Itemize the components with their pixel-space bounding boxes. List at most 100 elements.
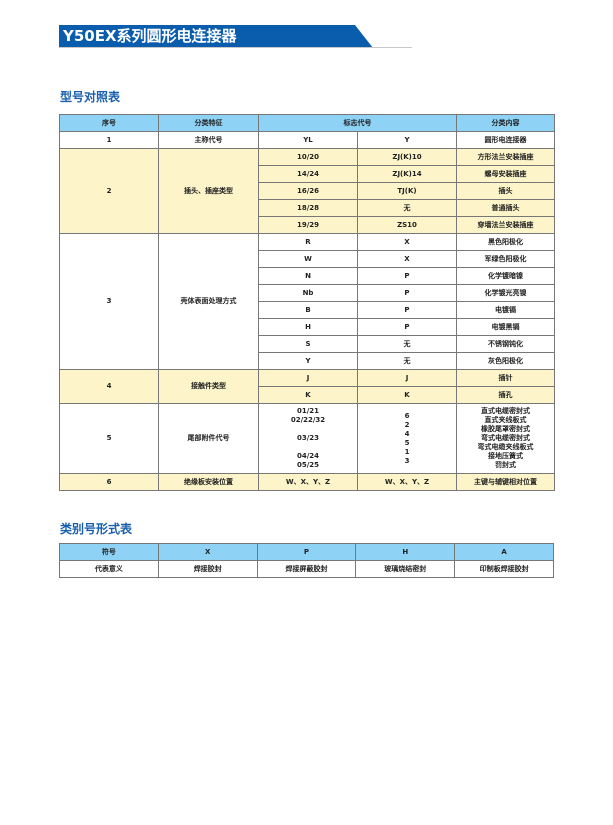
header-cell: P <box>256 543 357 561</box>
group-feature: 主称代号 <box>158 131 259 149</box>
content-cell: 电镀镉 <box>456 301 555 319</box>
table-row: 1 主称代号 YL Y 圆形电连接器 <box>59 131 555 149</box>
code-cell: B <box>258 301 358 319</box>
group-feature: 绝缘板安装位置 <box>158 473 259 491</box>
code-cell: 无 <box>357 352 457 370</box>
table-cell: 代表意义 <box>59 560 159 578</box>
group-number: 6 <box>59 473 159 491</box>
table-row: 3 壳体表面处理方式 R X 黑色阳极化 <box>59 233 555 370</box>
table-row: 6 绝缘板安装位置 W、X、Y、Z W、X、Y、Z 主键与辅键相对位置 <box>59 473 555 491</box>
group-number: 3 <box>59 233 159 370</box>
content-cell: 化学镀光亮镍 <box>456 284 555 302</box>
code-cell: W <box>258 250 358 268</box>
title-banner: Y50EX系列圆形电连接器 <box>59 25 373 48</box>
group-feature: 尾部附件代号 <box>158 403 259 474</box>
content-cell: 穿墙法兰安装插座 <box>456 216 555 234</box>
code-cell: ZJ(K)10 <box>357 148 457 166</box>
code-cell: 01/21 02/22/32 03/23 04/24 05/25 <box>258 403 358 474</box>
code-cell: 16/26 <box>258 182 358 200</box>
group-feature: 插头、插座类型 <box>158 148 259 234</box>
content-cell: 插头 <box>456 182 555 200</box>
content-cell: 螺母安装插座 <box>456 165 555 183</box>
content-cell: 灰色阳极化 <box>456 352 555 370</box>
section-heading-category-table: 类别号形式表 <box>60 522 133 536</box>
code-cell: Nb <box>258 284 358 302</box>
code-cell: 6 2 4 5 1 3 <box>357 403 457 474</box>
code-cell: X <box>357 250 457 268</box>
table-cell: 印制板焊接胶封 <box>454 560 554 578</box>
table-row: Y 无灰色阳极化 <box>60 352 555 370</box>
content-cell: 主键与辅键相对位置 <box>456 473 555 491</box>
code-cell: R <box>258 233 358 251</box>
content-cell: 圆形电连接器 <box>456 131 555 149</box>
code-cell: P <box>357 284 457 302</box>
code-cell: P <box>357 318 457 336</box>
header-cell: A <box>454 543 554 561</box>
content-cell: 不锈钢钝化 <box>456 335 555 353</box>
table-row: 19/29 ZS10 穿墙法兰安装插座 <box>60 216 555 234</box>
section-heading-model-table: 型号对照表 <box>60 90 121 104</box>
header-content: 分类内容 <box>456 114 555 132</box>
code-cell: X <box>357 233 457 251</box>
header-no: 序号 <box>59 114 159 132</box>
content-cell: 军绿色阳极化 <box>456 250 555 268</box>
code-cell: TJ(K) <box>357 182 457 200</box>
code-cell: J <box>258 369 358 387</box>
table-row: 4 接触件类型 J J 插针 <box>59 369 555 404</box>
code-cell: 无 <box>357 335 457 353</box>
header-cell: H <box>355 543 456 561</box>
code-cell: P <box>357 301 457 319</box>
code-cell: S <box>258 335 358 353</box>
content-cell: 普通插头 <box>456 199 555 217</box>
table-row: H P 电镀黑镉 <box>60 318 555 336</box>
code-cell: Y <box>258 352 358 370</box>
code-cell: 19/29 <box>258 216 358 234</box>
table-row: 18/28 无普通插头 <box>60 199 555 217</box>
content-cell: 化学镀暗镍 <box>456 267 555 285</box>
group-number: 4 <box>59 369 159 404</box>
table-cell: 玻璃烧结密封 <box>355 560 456 578</box>
code-cell: K <box>357 386 457 404</box>
group-feature: 壳体表面处理方式 <box>158 233 259 370</box>
content-cell: 电镀黑镉 <box>456 318 555 336</box>
group-number: 2 <box>59 148 159 234</box>
code-cell: 无 <box>357 199 457 217</box>
header-feature: 分类特征 <box>158 114 259 132</box>
group-number: 5 <box>59 403 159 474</box>
table-header-row: 符号 X P H A <box>59 543 554 561</box>
code-cell: H <box>258 318 358 336</box>
table-row: N P 化学镀暗镍 <box>60 267 555 285</box>
table-row: 5 尾部附件代号 01/21 02/22/32 03/23 04/24 05/25 6… <box>59 403 555 474</box>
table-row: B P 电镀镉 <box>60 301 555 319</box>
code-cell: 10/20 <box>258 148 358 166</box>
code-cell: YL <box>258 131 358 149</box>
table-row: 2 插头、插座类型 10/20 ZJ(K)10 方形法兰安装插座 <box>59 148 555 234</box>
header-cell: 符号 <box>59 543 159 561</box>
code-cell: K <box>258 386 358 404</box>
category-form-table: 符号 X P H A 代表意义 焊接胶封 焊接屏蔽胶封 玻璃烧结密封 印制板焊接… <box>59 543 554 578</box>
table-row: 代表意义 焊接胶封 焊接屏蔽胶封 玻璃烧结密封 印制板焊接胶封 <box>59 560 554 578</box>
content-cell: 直式电缆密封式 直式夹线板式 橡胶尾罩密封式 弯式电缆密封式 弯式电缆夹线板式 … <box>456 403 555 474</box>
header-cell: X <box>157 543 258 561</box>
content-cell: 方形法兰安装插座 <box>456 148 555 166</box>
table-row: S 无不锈钢钝化 <box>60 335 555 353</box>
code-cell: W、X、Y、Z <box>258 473 358 491</box>
code-cell: N <box>258 267 358 285</box>
group-feature: 接触件类型 <box>158 369 259 404</box>
content-cell: 黑色阳极化 <box>456 233 555 251</box>
content-cell: 插孔 <box>456 386 555 404</box>
code-cell: Y <box>357 131 457 149</box>
page-title: Y50EX系列圆形电连接器 <box>63 27 237 45</box>
title-underline <box>59 47 412 48</box>
code-cell: ZJ(K)14 <box>357 165 457 183</box>
content-cell: 插针 <box>456 369 555 387</box>
table-cell: 焊接屏蔽胶封 <box>256 560 357 578</box>
code-cell: J <box>357 369 457 387</box>
code-cell: ZS10 <box>357 216 457 234</box>
code-cell: 14/24 <box>258 165 358 183</box>
code-cell: W、X、Y、Z <box>357 473 457 491</box>
code-cell: P <box>357 267 457 285</box>
group-number: 1 <box>59 131 159 149</box>
header-code: 标志代号 <box>258 114 457 132</box>
